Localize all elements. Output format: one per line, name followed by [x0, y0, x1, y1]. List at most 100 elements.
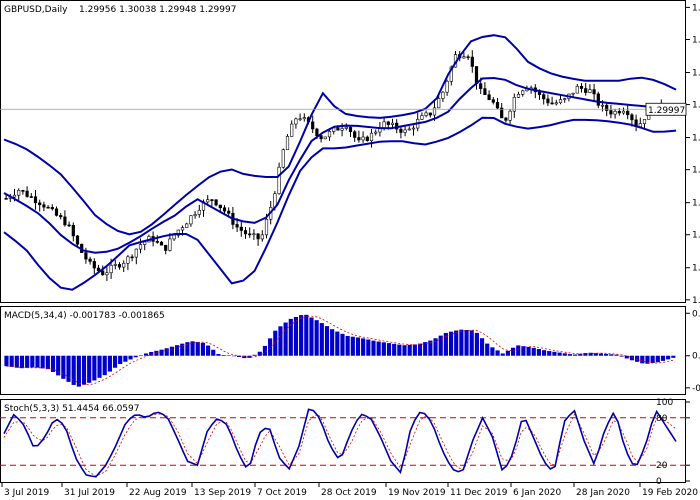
stochastic-lines	[0, 408, 686, 478]
macd-bar	[221, 355, 226, 356]
price-tick-label: 1.28410	[692, 134, 700, 144]
macd-bar	[112, 355, 118, 368]
bull-candle	[264, 218, 269, 236]
bull-candle	[420, 115, 424, 120]
date-tick-label: 28 Oct 2019	[321, 488, 377, 498]
macd-bar	[614, 354, 619, 356]
bear-candle	[71, 224, 75, 237]
bear-candle	[495, 101, 500, 109]
macd-bar	[273, 330, 278, 356]
macd-bar	[552, 351, 557, 356]
bear-candle	[584, 88, 588, 93]
macd-bar	[397, 344, 402, 356]
macd-bar	[567, 354, 573, 356]
price-y-axis: 1.35710 1.33910 1.32060 1.30260 1.28410 1.266…	[645, 3, 700, 306]
macd-bar	[66, 355, 71, 382]
date-tick-label: 22 Aug 2019	[129, 488, 187, 498]
price-tick-label: 1.30260	[692, 101, 700, 111]
macd-bar	[650, 355, 655, 363]
bull-candle	[252, 233, 256, 236]
bull-candle	[554, 102, 558, 105]
macd-bar	[61, 355, 66, 379]
bear-candle	[348, 126, 353, 133]
bear-candle	[630, 114, 634, 121]
macd-bar	[386, 343, 392, 356]
macd-bar	[598, 353, 604, 356]
macd-bar	[433, 338, 438, 356]
bull-candle	[407, 128, 411, 131]
date-tick-label: 28 Jan 2020	[576, 488, 630, 498]
macd-bar	[211, 349, 216, 356]
bear-candle	[256, 233, 260, 240]
macd-bar	[330, 329, 335, 356]
macd-bar	[143, 353, 149, 356]
bear-candle	[46, 206, 50, 209]
bear-candle	[609, 110, 613, 115]
bull-candle	[563, 98, 567, 100]
bull-candle	[168, 238, 172, 251]
macd-bar	[200, 342, 205, 356]
macd-bar	[557, 352, 562, 356]
macd-bar	[149, 351, 154, 356]
bear-candle	[500, 107, 504, 119]
bollinger-middle-line	[3, 76, 677, 254]
bull-candle	[445, 80, 449, 93]
macd-bar	[304, 314, 309, 356]
bull-candle	[17, 190, 21, 196]
stoch-tick-label: 80	[656, 414, 668, 424]
bull-candle	[512, 97, 516, 112]
macd-bar	[454, 330, 459, 356]
macd-bar	[195, 342, 200, 356]
bear-candle	[218, 204, 222, 209]
macd-bar	[361, 338, 366, 356]
bull-candle	[369, 132, 374, 141]
bull-candle	[285, 136, 290, 151]
macd-bar	[366, 339, 371, 356]
bear-candle	[210, 199, 214, 201]
macd-bar	[19, 355, 25, 369]
bear-candle	[84, 252, 88, 260]
bear-candle	[4, 198, 8, 200]
bear-candle	[542, 94, 546, 100]
macd-bar	[645, 355, 650, 364]
bull-candle	[189, 215, 193, 225]
macd-tick-label: 0.00	[692, 352, 700, 362]
macd-bar	[107, 355, 112, 372]
macd-bar	[531, 347, 536, 356]
bull-candle	[206, 199, 210, 203]
bear-candle	[605, 104, 609, 111]
price-tick-label: 1.33910	[692, 35, 700, 45]
bull-candle	[176, 229, 180, 236]
macd-bar	[118, 355, 123, 365]
bear-candle	[214, 199, 218, 206]
macd-bar	[578, 353, 583, 356]
macd-bar	[159, 349, 164, 356]
bull-candle	[260, 234, 264, 240]
bull-candle	[403, 129, 407, 133]
date-tick-label: 31 Jul 2019	[64, 488, 115, 498]
macd-bar	[448, 331, 454, 356]
macd-tick-label: -0.03064	[692, 384, 700, 394]
bull-candle	[521, 90, 525, 95]
macd-bar	[35, 355, 40, 368]
bull-candle	[277, 166, 281, 194]
bull-candle	[197, 209, 201, 215]
bull-candle	[126, 256, 130, 264]
macd-bar	[547, 351, 552, 356]
macd-bar	[510, 347, 516, 356]
bull-candle	[105, 272, 109, 276]
macd-bar	[283, 322, 288, 356]
macd-bar	[14, 355, 19, 368]
bear-candle	[155, 241, 159, 243]
bull-candle	[327, 131, 332, 138]
macd-bar	[164, 348, 169, 356]
stoch-tick-label: 100	[656, 398, 673, 408]
macd-bar	[309, 317, 314, 356]
bear-candle	[50, 207, 54, 210]
macd-bar	[490, 347, 495, 356]
bull-candle	[390, 122, 395, 125]
macd-y-axis: 0.04056 0.00 -0.03064	[686, 309, 700, 394]
bear-candle	[504, 117, 508, 121]
macd-bar	[252, 354, 257, 356]
macd-bar	[371, 340, 376, 356]
